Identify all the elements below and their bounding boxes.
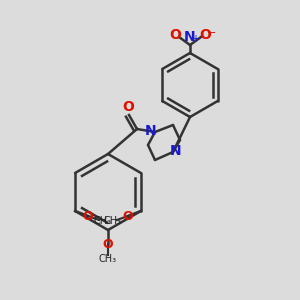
Text: N: N bbox=[184, 30, 196, 44]
Text: O: O bbox=[169, 28, 181, 42]
Text: −: − bbox=[207, 28, 217, 38]
Text: O: O bbox=[83, 209, 93, 223]
Text: +: + bbox=[191, 34, 199, 44]
Text: N: N bbox=[145, 124, 157, 138]
Text: O: O bbox=[103, 238, 113, 250]
Text: N: N bbox=[170, 144, 182, 158]
Text: O: O bbox=[123, 209, 133, 223]
Text: O: O bbox=[122, 100, 134, 114]
Text: CH₃: CH₃ bbox=[104, 216, 122, 226]
Text: O: O bbox=[199, 28, 211, 42]
Text: CH₃: CH₃ bbox=[99, 254, 117, 264]
Text: CH₃: CH₃ bbox=[94, 216, 112, 226]
